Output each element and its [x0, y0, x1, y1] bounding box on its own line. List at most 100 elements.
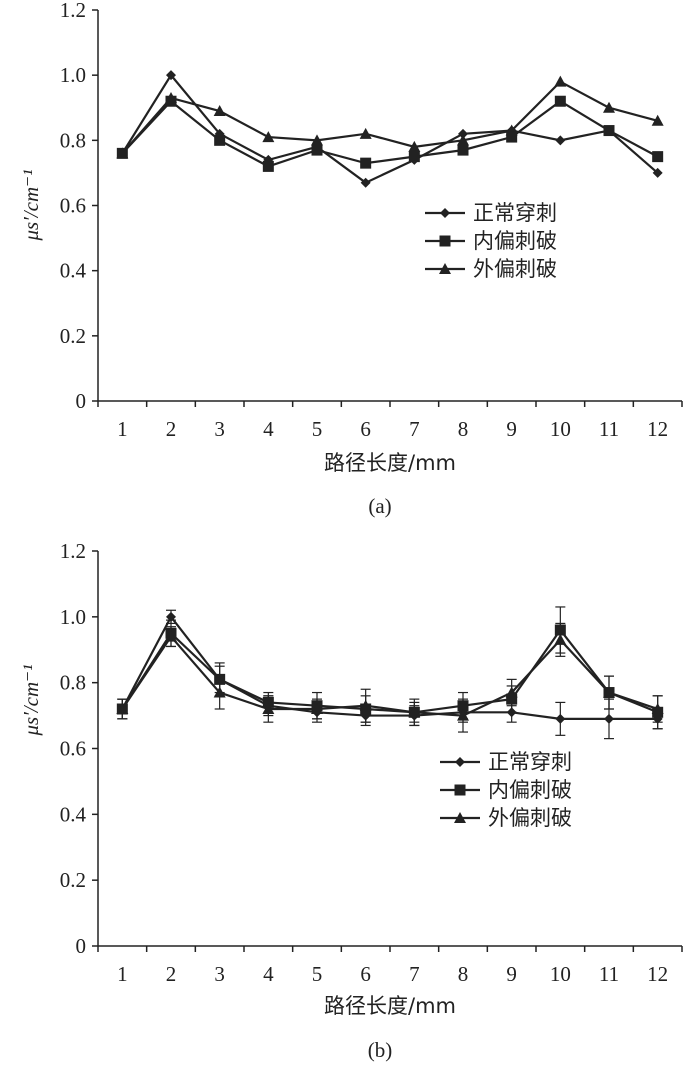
- x-tick-label: 10: [550, 962, 571, 986]
- data-point: [457, 709, 469, 721]
- x-tick-label: 8: [458, 417, 469, 441]
- series-diamond: [117, 70, 663, 188]
- series-diamond: [117, 609, 663, 740]
- data-point: [651, 114, 664, 126]
- x-tick-label: 6: [360, 417, 371, 441]
- series-triangle: [116, 75, 664, 159]
- x-tick-label: 3: [214, 417, 225, 441]
- data-point: [604, 713, 614, 724]
- x-tick-label: 1: [117, 962, 128, 986]
- y-tick-label: 0.6: [60, 737, 86, 761]
- data-point: [360, 177, 371, 188]
- y-axis-label: μs′/cm⁻¹: [19, 169, 43, 241]
- y-tick-label: 0.4: [60, 259, 87, 283]
- data-point: [603, 101, 615, 113]
- x-tick-label: 10: [550, 417, 571, 441]
- data-point: [262, 131, 275, 143]
- series-line: [121, 73, 659, 184]
- y-axis-label: μs′/cm⁻¹: [19, 664, 43, 736]
- series-triangle: [116, 622, 664, 733]
- x-tick-label: 2: [166, 962, 177, 986]
- data-point: [165, 91, 177, 103]
- data-point: [359, 699, 372, 711]
- data-point: [506, 131, 518, 143]
- data-point: [457, 134, 469, 146]
- data-point: [116, 703, 129, 714]
- x-tick-label: 8: [458, 962, 469, 986]
- legend-label: 外偏刺破: [473, 257, 557, 281]
- series-line: [121, 614, 658, 720]
- x-tick-label: 4: [263, 417, 274, 441]
- x-tick-label: 2: [166, 417, 177, 441]
- data-point: [166, 611, 176, 622]
- x-tick-label: 7: [409, 962, 420, 986]
- x-tick-label: 12: [647, 962, 668, 986]
- legend-marker: [439, 235, 451, 247]
- x-tick-label: 6: [360, 962, 371, 986]
- data-point: [554, 75, 567, 87]
- chart-b: 00.20.40.60.81.01.21 2 3 4 5 6 7 8 9 10 11 12路径长度/m…: [19, 539, 683, 1062]
- data-point: [262, 703, 275, 714]
- data-point: [505, 686, 518, 698]
- data-point: [213, 686, 226, 698]
- data-point: [555, 713, 566, 724]
- data-point: [311, 134, 323, 146]
- data-point: [652, 151, 664, 163]
- y-tick-label: 0.6: [60, 194, 86, 218]
- y-tick-label: 0.2: [60, 324, 86, 348]
- data-point: [651, 703, 664, 714]
- legend-label: 外偏刺破: [488, 806, 572, 830]
- series-line: [121, 80, 658, 155]
- data-point: [166, 70, 176, 81]
- data-point: [458, 128, 468, 139]
- x-tick-label: 1: [117, 417, 128, 441]
- legend-label: 内偏刺破: [488, 778, 572, 802]
- x-tick-label: 11: [599, 962, 619, 986]
- data-point: [505, 124, 518, 136]
- x-tick-label: 3: [214, 962, 225, 986]
- y-tick-label: 1.0: [60, 63, 86, 87]
- data-point: [408, 151, 420, 163]
- data-point: [311, 144, 323, 156]
- x-tick-label: 9: [506, 417, 517, 441]
- data-point: [457, 144, 469, 156]
- data-point: [165, 630, 177, 642]
- data-point: [554, 633, 567, 645]
- data-point: [408, 706, 421, 718]
- legend-marker: [454, 812, 466, 823]
- y-tick-label: 0.8: [60, 128, 86, 152]
- y-tick-label: 0: [76, 389, 87, 413]
- legend-marker: [439, 263, 451, 274]
- series-line: [121, 99, 659, 168]
- legend-marker: [455, 757, 465, 767]
- legend-label: 内偏刺破: [473, 229, 557, 253]
- data-point: [554, 95, 566, 107]
- data-point: [311, 703, 323, 714]
- x-axis-label: 路径长度/mm: [324, 451, 456, 475]
- series-line: [121, 634, 659, 717]
- data-point: [652, 167, 663, 178]
- x-tick-label: 4: [263, 962, 274, 986]
- legend-marker: [440, 208, 450, 218]
- legend-label: 正常穿刺: [488, 750, 572, 774]
- y-tick-label: 0.8: [60, 671, 86, 695]
- data-point: [603, 125, 615, 137]
- x-tick-label: 11: [599, 417, 619, 441]
- data-point: [214, 134, 226, 146]
- y-tick-label: 0.4: [60, 802, 87, 826]
- series-line: [121, 628, 659, 714]
- x-axis-label: 路径长度/mm: [324, 994, 456, 1018]
- legend-label: 正常穿刺: [473, 201, 557, 225]
- x-tick-label: 9: [506, 962, 517, 986]
- y-tick-label: 1.2: [60, 0, 86, 22]
- data-point: [555, 135, 566, 146]
- data-point: [213, 105, 226, 117]
- legend-marker: [454, 784, 466, 796]
- x-tick-label: 5: [312, 962, 323, 986]
- data-point: [360, 157, 372, 169]
- data-point: [262, 160, 274, 172]
- chart-a: 00.20.40.60.81.01.21 2 3 4 5 6 7 8 9 10 11 12路径长度/m…: [19, 0, 683, 518]
